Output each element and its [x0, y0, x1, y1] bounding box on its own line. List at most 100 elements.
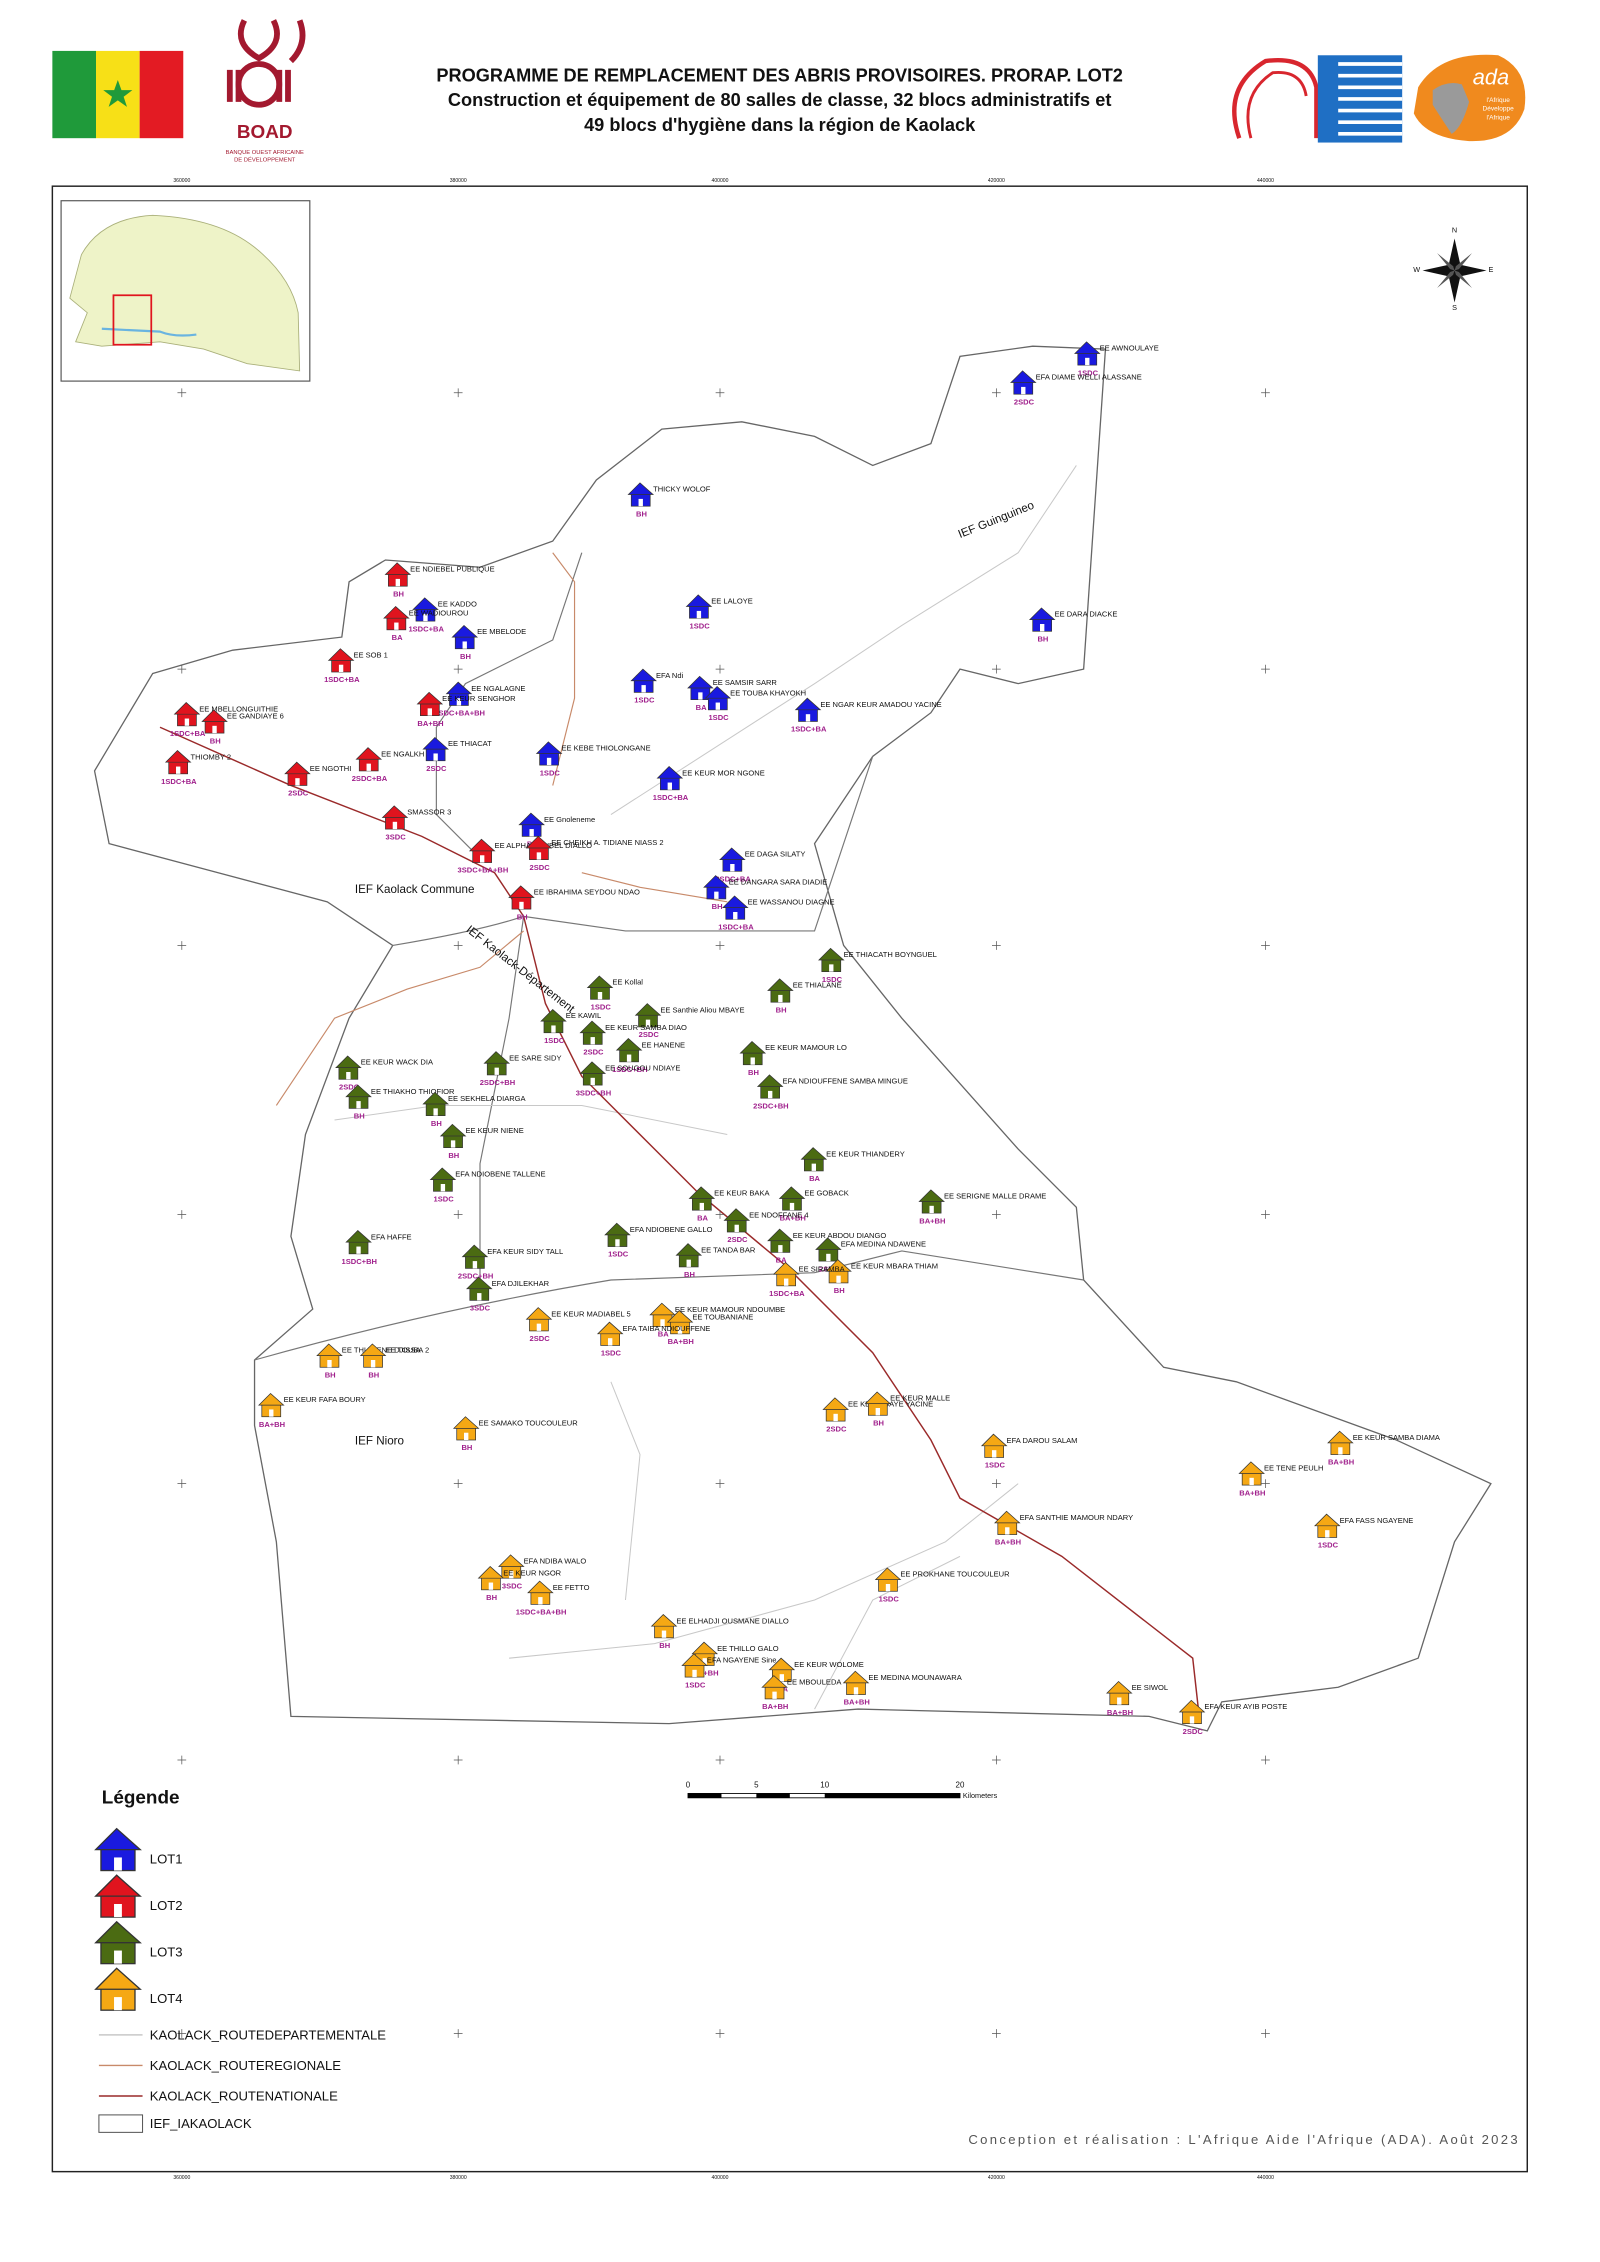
- school-icon: [1238, 1461, 1265, 1486]
- icon-roof: [381, 805, 409, 818]
- school-name: EE KEUR BAKA: [714, 1189, 770, 1198]
- icon-roof: [778, 1186, 806, 1199]
- compass-letter: S: [1452, 303, 1457, 312]
- school-name: EE KEUR FAFA BOURY: [284, 1395, 366, 1404]
- school-name: EE WASSANOU DIAGNE: [748, 898, 835, 907]
- icon-door: [661, 1630, 667, 1638]
- ada-tag: Développe: [1483, 106, 1515, 113]
- school-code: BH: [834, 1286, 845, 1295]
- icon-door: [783, 1278, 789, 1286]
- school-code: BH: [210, 736, 221, 745]
- school-icon: [164, 750, 192, 775]
- grid-cross: [177, 1479, 187, 1488]
- scale-tick: 20: [956, 1781, 965, 1790]
- school-code: BA+BH: [1107, 1708, 1133, 1717]
- school-code: BH: [748, 1068, 759, 1077]
- school-code: BH: [712, 902, 723, 911]
- icon-roof: [586, 975, 614, 988]
- school-icon: [498, 1554, 525, 1579]
- school-icon: [327, 648, 355, 673]
- icon-roof: [615, 1038, 643, 1051]
- school-name: EE KEUR SENGHOR: [442, 694, 516, 703]
- icon-roof: [722, 895, 749, 908]
- compass-labels: N E S W: [1413, 226, 1493, 312]
- school-icon: [650, 1614, 678, 1639]
- icon-roof: [477, 1566, 505, 1579]
- school-icon: [761, 1675, 788, 1700]
- icon-roof: [466, 1276, 493, 1290]
- icon-roof: [422, 736, 449, 750]
- icon-roof: [772, 1262, 800, 1275]
- grid-cross: [177, 941, 187, 950]
- icon-door: [615, 1239, 620, 1247]
- icon-door: [875, 1407, 880, 1416]
- school-code: 1SDC+BA: [161, 777, 197, 786]
- icon-roof: [649, 1302, 676, 1316]
- school-name: EE IBRAHIMA SEYDOU NDAO: [534, 888, 640, 897]
- legend-title: Légende: [102, 1788, 180, 1809]
- school-name: EE GANDIAYE 6: [227, 712, 284, 721]
- boad-full: BANQUE OUEST AFRICAINE: [226, 150, 304, 156]
- icon-door: [991, 1450, 997, 1458]
- school-icon: [461, 1244, 489, 1269]
- school-name: EE SEKHELA DIARGA: [448, 1094, 527, 1103]
- school-icon: [815, 1237, 842, 1262]
- icon-roof: [691, 1641, 719, 1655]
- grid-cross: [715, 2029, 725, 2038]
- title: PROGRAMME DE REMPLACEMENT DES ABRIS PROV…: [436, 65, 1123, 85]
- school-code: BH: [684, 1270, 695, 1279]
- school-name: SMASSOR 3: [407, 808, 451, 817]
- school-code: 2SDC+BH: [480, 1078, 515, 1087]
- icon-door: [295, 778, 300, 786]
- school-name: EE DANGARA SARA DIADIE: [729, 877, 828, 886]
- school-code: 3SDC+BH: [576, 1088, 611, 1097]
- school-name: EE SIWOL: [1132, 1683, 1169, 1692]
- school-icon: [1074, 341, 1101, 366]
- icon-door: [327, 1359, 332, 1368]
- grid-cross: [991, 2029, 1001, 2038]
- school-name: EE WADIOUROU: [409, 608, 469, 617]
- school-code: BH: [873, 1418, 884, 1427]
- school-icon: [818, 947, 845, 972]
- grid-cross: [177, 1210, 187, 1219]
- school-name: EE NGAR KEUR AMADOU YACINE: [820, 700, 941, 709]
- school-code: BH: [776, 1005, 787, 1014]
- icon-door: [456, 698, 462, 706]
- icon-door: [509, 1570, 514, 1579]
- school-code: 2SDC+BA+BH: [434, 709, 485, 718]
- school-icon: [800, 1147, 828, 1172]
- compass-letter: W: [1413, 265, 1420, 274]
- icon-roof: [535, 741, 563, 754]
- school-icon: [596, 1321, 624, 1346]
- icon-roof: [416, 691, 444, 705]
- school-icon: [258, 1392, 285, 1418]
- school-code: 1SDC+BA: [408, 624, 444, 633]
- school-name: EE NGALKH: [381, 749, 424, 758]
- school-name: EFA KEUR AYIB POSTE: [1204, 1702, 1287, 1711]
- school-name: EE THIACAT: [448, 739, 492, 748]
- school-icon: [778, 1186, 806, 1211]
- icon-roof: [767, 978, 794, 991]
- school-code: BA+BH: [762, 1702, 788, 1711]
- school-name: EFA TAIBA NDIOUFFENE: [623, 1324, 711, 1333]
- icon-door: [269, 1409, 274, 1417]
- school-icon: [675, 1243, 703, 1268]
- icon-door: [686, 1259, 691, 1267]
- school-icon: [201, 709, 228, 734]
- icon-roof: [719, 847, 746, 860]
- icon-door: [356, 1246, 361, 1254]
- school-code: 2SDC+BH: [458, 1272, 493, 1281]
- map-frame: [51, 185, 1528, 2173]
- road-regionale: [275, 552, 728, 1106]
- school-icon: [381, 805, 409, 830]
- school-name: EE TENE PEULH: [1264, 1464, 1323, 1473]
- school-code: BH: [460, 652, 471, 661]
- icon-door: [175, 766, 181, 774]
- school-icon: [579, 1061, 607, 1086]
- legend-label: KAOLACK_ROUTENATIONALE: [150, 2088, 338, 2103]
- icon-door: [702, 1658, 707, 1666]
- icon-roof: [656, 766, 684, 779]
- school-icon: [604, 1222, 631, 1247]
- subtitle: 49 blocs d'hygiène dans la région de Kao…: [584, 115, 976, 135]
- school-name: EE KEUR MAMOUR LO: [765, 1043, 847, 1052]
